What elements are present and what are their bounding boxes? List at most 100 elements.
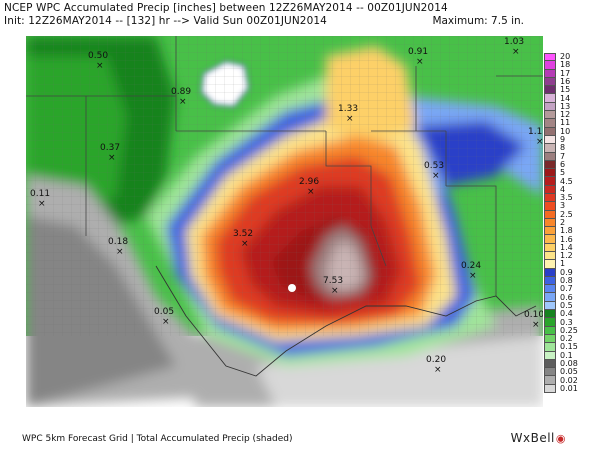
legend-label: 0.3 xyxy=(560,317,573,327)
point-value-label: 0.10 xyxy=(524,310,543,320)
legend-swatch xyxy=(544,368,556,377)
point-value-label: 0.24 xyxy=(461,261,481,271)
legend-label: 1.8 xyxy=(560,226,573,236)
legend-row: 4.5 xyxy=(543,176,583,186)
legend-label: 0.6 xyxy=(560,292,573,302)
legend-row: 7 xyxy=(543,151,583,161)
legend-label: 0.02 xyxy=(560,375,578,385)
legend-row: 15 xyxy=(543,85,583,95)
legend-row: 18 xyxy=(543,60,583,70)
legend-label: 8 xyxy=(560,143,566,153)
legend-row: 5 xyxy=(543,168,583,178)
legend-row: 4 xyxy=(543,184,583,194)
legend-label: 0.8 xyxy=(560,276,573,286)
legend-swatch xyxy=(544,61,556,70)
legend-row: 10 xyxy=(543,126,583,136)
legend-label: 12 xyxy=(560,110,571,120)
legend-label: 18 xyxy=(560,60,571,70)
color-legend: 20 18 17 16 15 14 13 12 11 10 9 8 7 6 5 4.5 4 3.5 3 2.5 2 1.8… xyxy=(543,52,583,393)
legend-label: 1.4 xyxy=(560,242,573,252)
legend-row: 1.4 xyxy=(543,242,583,252)
point-value-label: 0.89 xyxy=(171,87,191,97)
legend-swatch xyxy=(544,135,556,145)
brand-text: WxBell xyxy=(510,431,555,445)
point-value-label: 1.03 xyxy=(504,37,524,47)
point-marker-icon: × xyxy=(346,114,354,124)
legend-label: 1.2 xyxy=(560,251,573,261)
legend-swatch xyxy=(544,351,556,360)
legend-swatch xyxy=(544,177,556,186)
legend-swatch xyxy=(544,69,556,78)
brand-dot-icon: ◉ xyxy=(555,432,566,445)
legend-swatch xyxy=(544,144,556,153)
point-marker-icon: × xyxy=(307,187,315,197)
legend-row: 2 xyxy=(543,218,583,228)
legend-label: 3.5 xyxy=(560,193,573,203)
legend-label: 20 xyxy=(560,52,571,62)
point-value-label: 1.11 xyxy=(528,127,543,137)
point-marker-icon: × xyxy=(536,137,543,147)
legend-swatch xyxy=(544,227,556,236)
legend-swatch xyxy=(544,276,556,286)
point-marker-icon: × xyxy=(416,57,424,67)
legend-label: 10 xyxy=(560,126,571,136)
legend-swatch xyxy=(544,235,556,244)
legend-label: 4.5 xyxy=(560,176,573,186)
point-value-label: 3.52 xyxy=(233,229,253,239)
point-marker-icon: × xyxy=(331,286,339,296)
legend-swatch xyxy=(544,102,556,112)
point-value-label: 0.91 xyxy=(408,47,428,57)
legend-swatch xyxy=(544,53,556,62)
legend-row: 0.3 xyxy=(543,317,583,327)
legend-swatch xyxy=(544,260,556,269)
legend-row: 20 xyxy=(543,52,583,62)
legend-row: 0.6 xyxy=(543,292,583,302)
point-value-label: 7.53 xyxy=(323,276,343,286)
legend-label: 4 xyxy=(560,184,566,194)
legend-row: 0.08 xyxy=(543,359,583,369)
legend-swatch xyxy=(544,384,556,393)
legend-row: 3 xyxy=(543,201,583,211)
legend-swatch xyxy=(544,119,556,128)
legend-label: 0.9 xyxy=(560,267,573,277)
legend-row: 0.9 xyxy=(543,267,583,277)
legend-swatch xyxy=(544,152,556,161)
legend-label: 3 xyxy=(560,201,566,211)
legend-swatch xyxy=(544,334,556,344)
legend-row: 1.2 xyxy=(543,251,583,261)
legend-swatch xyxy=(544,301,556,311)
legend-label: 13 xyxy=(560,101,571,111)
legend-row: 0.1 xyxy=(543,351,583,360)
legend-row: 1.6 xyxy=(543,235,583,244)
point-marker-icon: × xyxy=(532,320,540,330)
legend-row: 0.05 xyxy=(543,367,583,377)
point-marker-icon: × xyxy=(96,61,104,71)
legend-row: 13 xyxy=(543,101,583,112)
legend-swatch xyxy=(544,318,556,327)
gulf-coastline xyxy=(155,265,537,377)
legend-label: 0.01 xyxy=(560,383,578,393)
legend-swatch xyxy=(544,310,556,319)
legend-row: 0.15 xyxy=(543,342,583,352)
legend-row: 0.01 xyxy=(543,383,583,393)
legend-swatch xyxy=(544,86,556,95)
legend-label: 6 xyxy=(560,159,566,169)
point-value-label: 0.20 xyxy=(426,355,446,365)
point-marker-icon: × xyxy=(116,247,124,257)
point-marker-icon: × xyxy=(432,171,440,181)
legend-label: 0.05 xyxy=(560,367,578,377)
legend-label: 0.4 xyxy=(560,309,573,319)
legend-row: 0.4 xyxy=(543,309,583,319)
legend-row: 0.25 xyxy=(543,326,583,335)
legend-label: 7 xyxy=(560,151,566,161)
point-value-label: 0.18 xyxy=(108,237,128,247)
legend-swatch xyxy=(544,293,556,302)
point-value-label: 1.33 xyxy=(338,104,358,114)
legend-swatch xyxy=(544,326,556,335)
legend-swatch xyxy=(544,343,556,352)
legend-swatch xyxy=(544,376,556,385)
legend-swatch xyxy=(544,359,556,369)
legend-row: 6 xyxy=(543,159,583,170)
point-value-label: 0.50 xyxy=(88,51,108,61)
legend-row: 3.5 xyxy=(543,193,583,203)
